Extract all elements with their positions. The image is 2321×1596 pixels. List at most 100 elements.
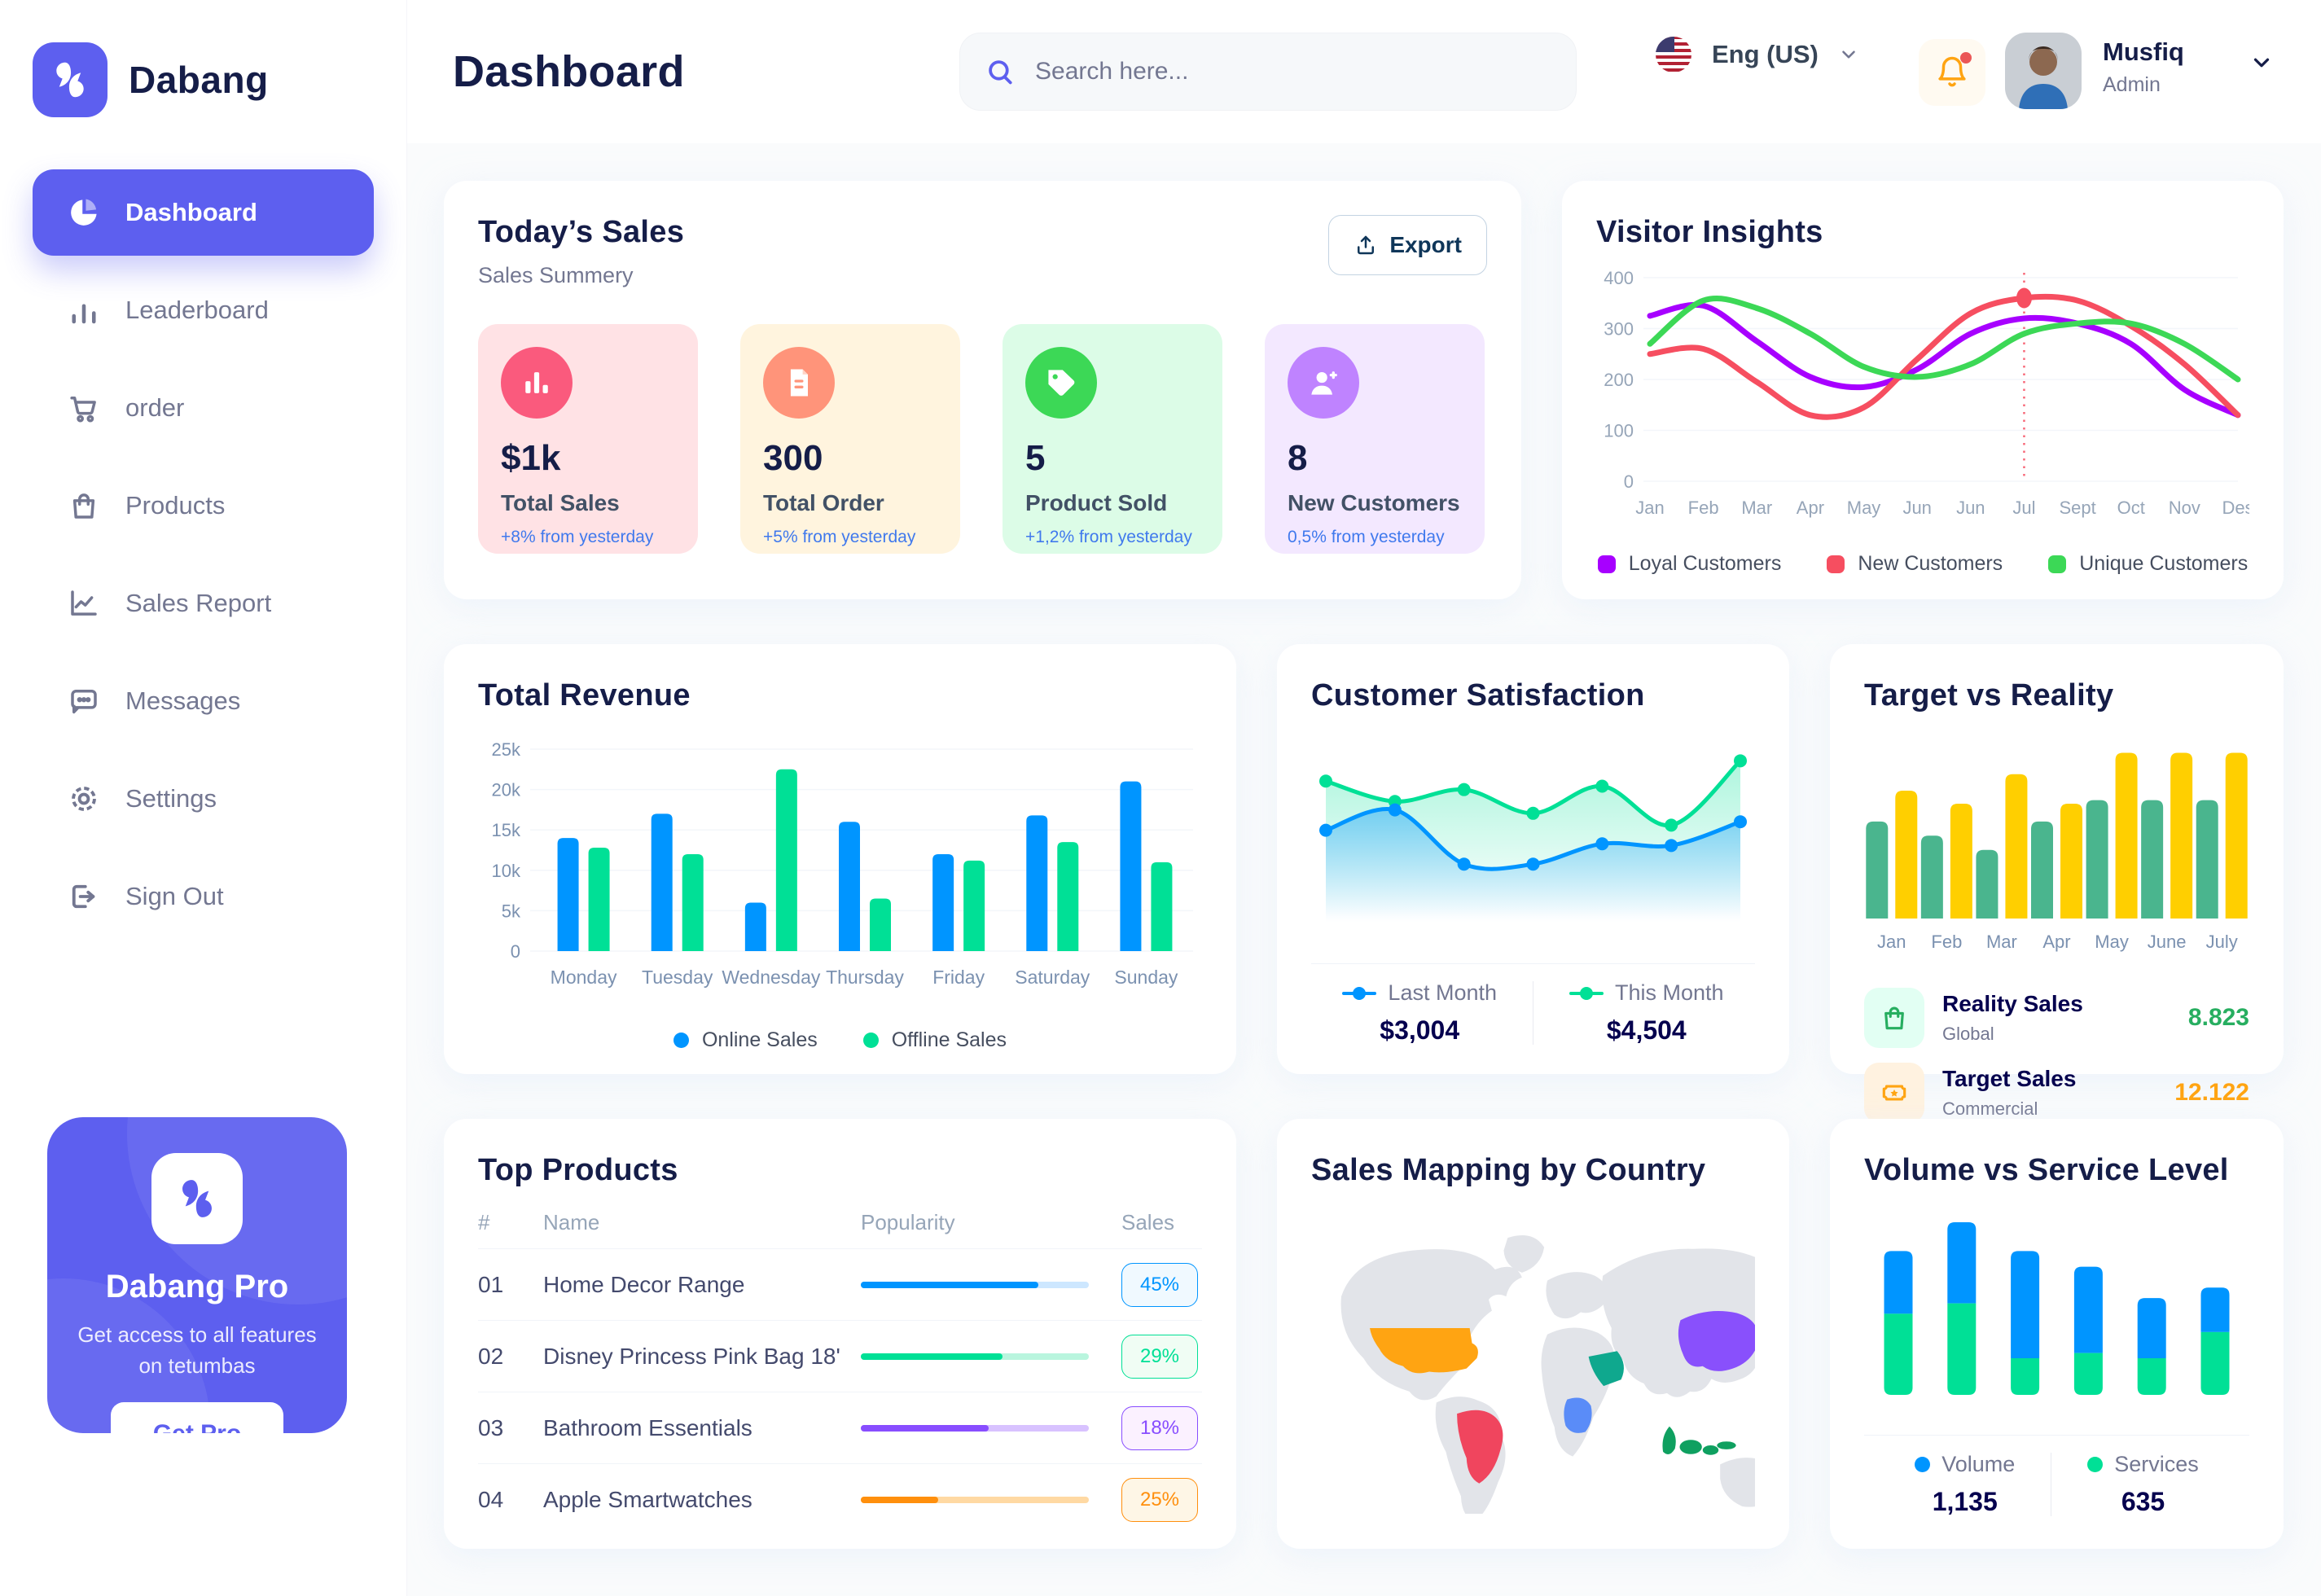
sales-badge: 18% — [1121, 1405, 1198, 1450]
export-icon — [1358, 235, 1375, 255]
customer-satisfaction-legend: Last Month $3,004 This Month $4,504 — [1311, 980, 1755, 1046]
svg-text:Feb: Feb — [1931, 932, 1962, 952]
chevron-down-icon — [1842, 50, 1855, 59]
visitor-insights-card: Visitor Insights 0 100 200 300 400 Jan Feb Mar A… — [1562, 181, 2284, 599]
svg-text:Nov: Nov — [2169, 498, 2200, 518]
svg-text:0: 0 — [1624, 471, 1634, 492]
stat-delta: +8% from yesterday — [501, 528, 654, 546]
stats-row: $1k Total Sales +8% from yesterday 300 Total… — [478, 324, 1487, 554]
svg-text:July: July — [2206, 932, 2238, 952]
pro-upsell-card: Dabang Pro Get access to all features on… — [47, 1117, 347, 1433]
receipt-icon — [790, 369, 808, 397]
legend-item: Volume 1,135 — [1915, 1452, 2015, 1517]
volume-service-legend: Volume 1,135 Services 635 — [1864, 1452, 2249, 1517]
avatar[interactable] — [2005, 33, 2082, 109]
legend-swatch-icon — [1597, 555, 1616, 573]
bell-icon — [1938, 56, 1966, 87]
sidebar-item-label: Settings — [125, 784, 217, 813]
legend-dot-icon — [862, 1033, 879, 1048]
volume-service-chart — [1864, 1209, 2249, 1423]
country-indonesia — [1662, 1426, 1736, 1455]
col-popularity: Popularity — [861, 1209, 955, 1234]
sidebar-item-label: Dashboard — [125, 198, 257, 226]
user-menu[interactable]: Musfiq Admin — [2103, 37, 2184, 97]
stat-delta: +1,2% from yesterday — [1025, 528, 1192, 546]
main-content: Today’s Sales Sales Summery Export $1k To… — [444, 181, 2284, 1594]
export-label: Export — [1389, 232, 1462, 257]
notification-dot — [1960, 52, 1972, 64]
legend-dot-icon — [673, 1033, 689, 1048]
search-bar[interactable] — [959, 33, 1577, 111]
popularity-bar — [861, 1496, 1089, 1503]
chat-icon — [71, 690, 97, 714]
stat-label: Product Sold — [1025, 490, 1168, 515]
svg-text:Apr: Apr — [2042, 932, 2070, 952]
continent-africa — [1541, 1327, 1615, 1457]
country-brazil — [1457, 1410, 1503, 1484]
table-row: 02 Disney Princess Pink Bag 18' 29% — [478, 1320, 1202, 1392]
bar-chart-icon — [525, 372, 548, 393]
svg-text:0: 0 — [511, 941, 520, 962]
world-map-svg — [1340, 1235, 1794, 1522]
visitor-insights-legend: Loyal Customers New Customers Unique Custo… — [1596, 552, 2249, 576]
svg-text:Jan: Jan — [1877, 932, 1906, 952]
top-products-body: 01 Home Decor Range 45% 02 Disney Prince… — [478, 1248, 1202, 1535]
svg-text:Monday: Monday — [551, 967, 617, 988]
get-pro-button[interactable]: Get Pro — [111, 1402, 283, 1433]
sidebar-item-label: Leaderboard — [125, 296, 269, 324]
svg-text:Sunday: Sunday — [1114, 967, 1178, 988]
gear-icon — [72, 787, 96, 811]
legend-item-target-sales: Target Sales Commercial 12.122 — [1864, 1063, 2249, 1123]
sidebar-item-settings[interactable]: Settings — [33, 756, 374, 842]
legend-item: Unique Customers — [2048, 552, 2248, 576]
language-selector[interactable]: Eng (US) — [1655, 36, 1859, 73]
sidebar-item-leaderboard[interactable]: Leaderboard — [33, 267, 374, 353]
chevron-down-icon[interactable] — [2249, 50, 2274, 75]
svg-text:Des: Des — [2222, 498, 2249, 518]
pro-logo-icon — [151, 1153, 243, 1244]
us-flag-icon — [1656, 37, 1691, 72]
notifications-button[interactable] — [1919, 39, 1985, 106]
svg-text:Jul: Jul — [2012, 498, 2035, 518]
brand: Dabang — [0, 0, 406, 117]
todays-sales-title: Today’s Sales — [478, 215, 685, 249]
legend-item: Loyal Customers — [1597, 552, 1781, 576]
total-revenue-title: Total Revenue — [478, 678, 691, 712]
sales-map — [1311, 1203, 1794, 1522]
stat-icon-circle — [763, 347, 835, 419]
popularity-bar — [861, 1424, 1089, 1432]
country-saudi-arabia — [1588, 1351, 1624, 1387]
stat-value: 8 — [1288, 438, 1308, 478]
svg-text:Mar: Mar — [1986, 932, 2017, 952]
sidebar-nav: Dashboard Leaderboard order Products Sales R… — [0, 169, 406, 940]
sidebar-item-order[interactable]: order — [33, 365, 374, 451]
customer-satisfaction-title: Customer Satisfaction — [1311, 678, 1645, 712]
line-chart-svg: 0 100 200 300 400 Jan Feb Mar Apr May Jun Jun Jul Sep… — [1604, 268, 2253, 518]
svg-text:100: 100 — [1604, 421, 1634, 441]
sidebar-item-messages[interactable]: Messages — [33, 658, 374, 744]
stat-icon-circle — [1025, 347, 1097, 419]
sidebar-item-label: Sales Report — [125, 589, 272, 617]
legend-item: Services 635 — [2087, 1452, 2199, 1517]
avatar-image — [2005, 33, 2082, 109]
country-united-states — [1370, 1328, 1478, 1374]
visitor-insights-chart: 0 100 200 300 400 Jan Feb Mar Apr May Jun Jun Jul Sep… — [1596, 261, 2253, 537]
export-button[interactable]: Export — [1328, 215, 1487, 275]
stat-label: New Customers — [1288, 490, 1460, 515]
sidebar-item-sign-out[interactable]: Sign Out — [33, 853, 374, 940]
sidebar-item-sales-report[interactable]: Sales Report — [33, 560, 374, 647]
sidebar-item-label: order — [125, 393, 185, 422]
total-revenue-chart: 0 5k 10k 15k 20k 25k Monday Tuesday Wednesday Thu… — [478, 728, 1202, 1014]
svg-text:May: May — [1847, 498, 1881, 518]
product-num: 03 — [478, 1414, 504, 1440]
svg-text:5k: 5k — [502, 901, 521, 921]
stacked-bar-chart-svg — [1884, 1222, 2230, 1395]
svg-text:400: 400 — [1604, 268, 1634, 288]
svg-text:10k: 10k — [492, 861, 521, 881]
sidebar-item-products[interactable]: Products — [33, 463, 374, 549]
sign-out-icon — [72, 884, 95, 909]
search-input[interactable] — [1035, 58, 1551, 86]
todays-sales-subtitle: Sales Summery — [478, 263, 634, 287]
sidebar-item-dashboard[interactable]: Dashboard — [33, 169, 374, 256]
product-num: 02 — [478, 1343, 504, 1369]
